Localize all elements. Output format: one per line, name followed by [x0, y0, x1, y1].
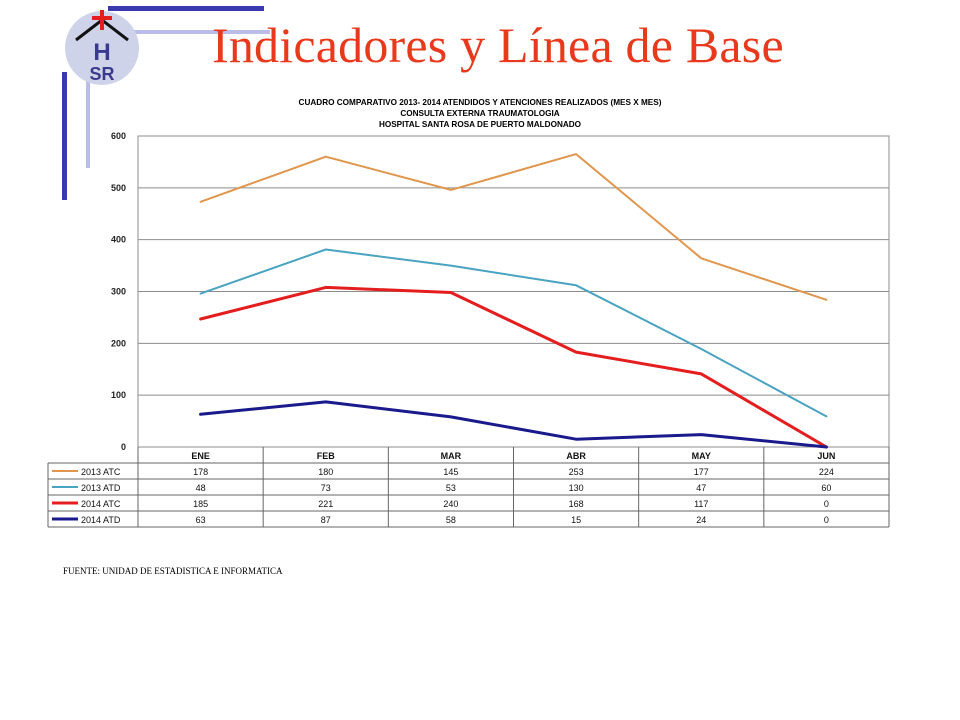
chart-title-line-2: CONSULTA EXTERNA TRAUMATOLOGIA	[400, 109, 560, 118]
table-cell: 0	[824, 499, 829, 509]
source-note: FUENTE: UNIDAD DE ESTADISTICA E INFORMAT…	[63, 566, 283, 576]
series-line-2014-atc	[199, 285, 828, 449]
hospital-logo: H SR	[65, 10, 139, 85]
series-line-2014-atd	[199, 400, 828, 449]
legend-label: 2013 ATD	[81, 483, 121, 493]
series-line-2013-atc	[199, 153, 828, 301]
table-cell: 180	[318, 467, 333, 477]
table-cell: 63	[196, 515, 206, 525]
category-label: JUN	[817, 451, 835, 461]
table-cell: 221	[318, 499, 333, 509]
table-cell: 15	[571, 515, 581, 525]
y-tick-label: 200	[111, 338, 126, 348]
table-cell: 253	[569, 467, 584, 477]
table-cell: 224	[819, 467, 834, 477]
table-cell: 0	[824, 515, 829, 525]
y-tick-label: 400	[111, 235, 126, 245]
category-label: MAY	[692, 451, 711, 461]
svg-text:SR: SR	[89, 64, 114, 84]
table-cell: 60	[821, 483, 831, 493]
y-tick-label: 600	[111, 131, 126, 141]
table-cell: 73	[321, 483, 331, 493]
table-cell: 177	[694, 467, 709, 477]
y-tick-label: 300	[111, 287, 126, 297]
decor-bar-top	[108, 6, 264, 11]
series-line-2013-atd	[199, 248, 828, 418]
table-cell: 87	[321, 515, 331, 525]
table-cell: 168	[569, 499, 584, 509]
y-tick-label: 100	[111, 390, 126, 400]
table-cell: 240	[443, 499, 458, 509]
chart-title: CUADRO COMPARATIVO 2013- 2014 ATENDIDOS …	[150, 97, 810, 130]
chart-title-line-1: CUADRO COMPARATIVO 2013- 2014 ATENDIDOS …	[298, 98, 662, 107]
svg-text:H: H	[93, 39, 110, 66]
table-cell: 130	[569, 483, 584, 493]
table-cell: 53	[446, 483, 456, 493]
legend-label: 2013 ATC	[81, 467, 121, 477]
table-cell: 145	[443, 467, 458, 477]
decor-bar-left-light	[86, 40, 90, 168]
table-cell: 48	[196, 483, 206, 493]
category-label: MAR	[441, 451, 462, 461]
decor-bar-top-light	[130, 30, 270, 34]
table-cell: 117	[694, 499, 708, 509]
slide-title: Indicadores y Línea de Base	[212, 17, 784, 73]
table-cell: 178	[193, 467, 208, 477]
y-tick-label: 0	[121, 442, 126, 452]
table-cell: 185	[193, 499, 208, 509]
table-cell: 24	[696, 515, 706, 525]
category-label: ENE	[191, 451, 210, 461]
table-cell: 58	[446, 515, 456, 525]
legend-label: 2014 ATC	[81, 499, 121, 509]
decor-bar-left	[62, 72, 67, 200]
category-label: FEB	[317, 451, 336, 461]
category-label: ABR	[566, 451, 586, 461]
y-tick-label: 500	[111, 183, 126, 193]
chart-title-line-3: HOSPITAL SANTA ROSA DE PUERTO MALDONADO	[378, 120, 582, 129]
table-cell: 47	[696, 483, 706, 493]
legend-label: 2014 ATD	[81, 515, 121, 525]
